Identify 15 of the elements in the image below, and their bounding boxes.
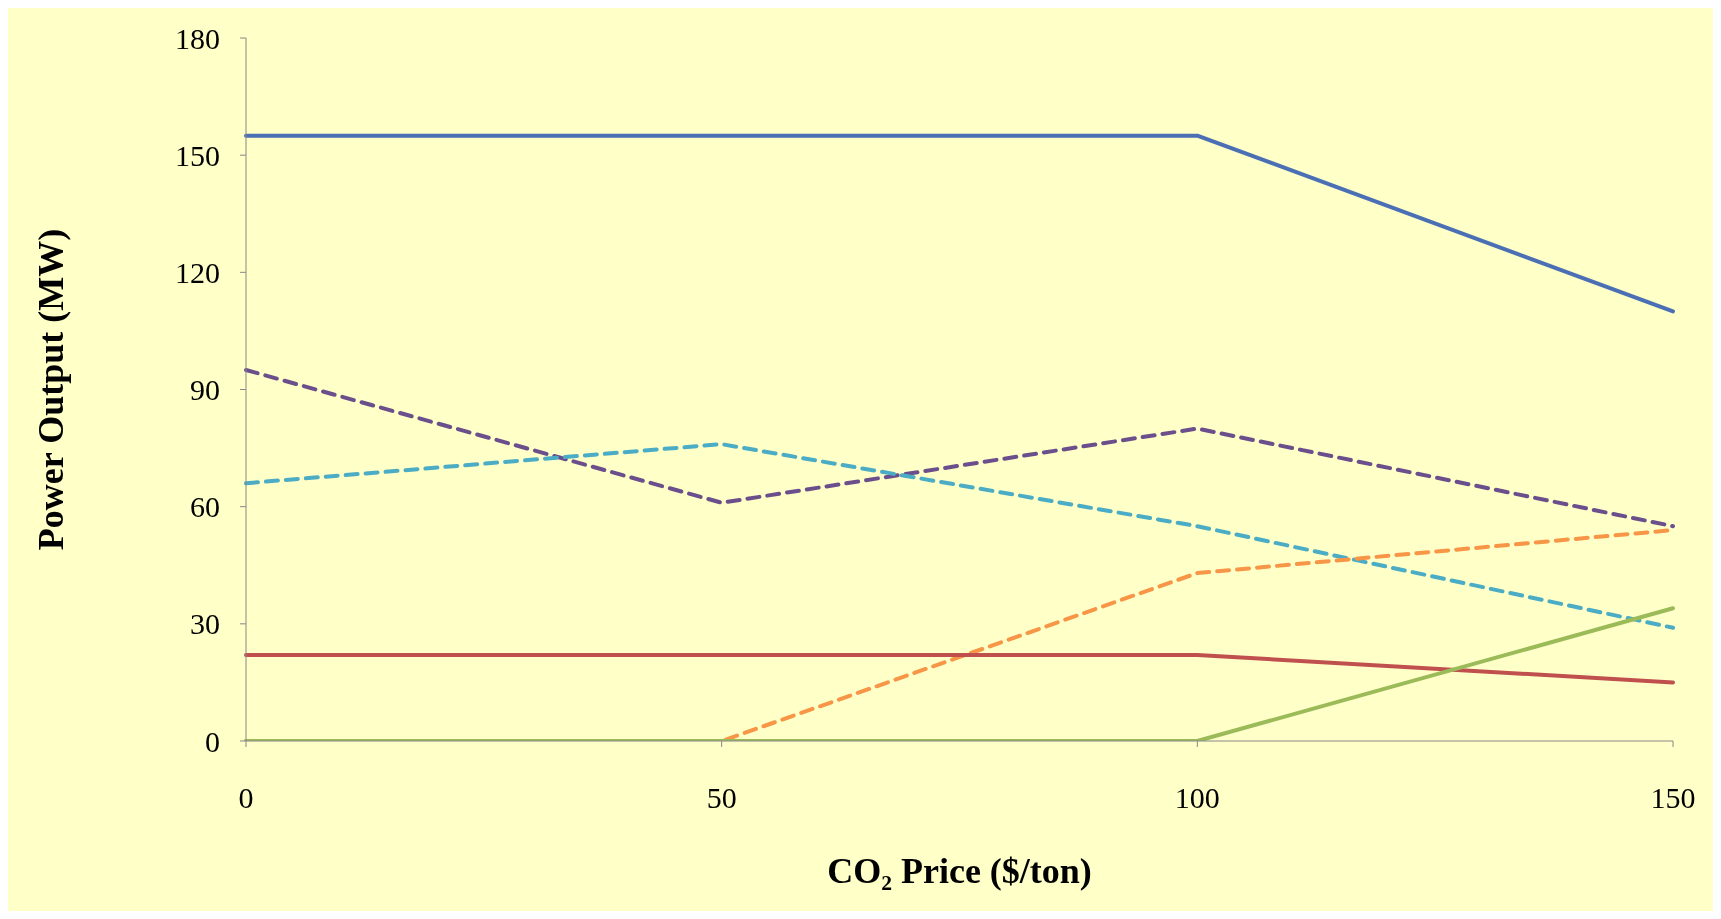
x-tick-label: 50 [706, 781, 737, 815]
line-series [244, 367, 1675, 529]
y-tick-label: 150 [175, 138, 220, 172]
y-axis-title: Power Output (MW) [31, 228, 71, 551]
x-tick-label: 0 [238, 781, 254, 815]
y-tick-label: 0 [205, 724, 220, 758]
x-axis-title: CO₂ Price ($/ton) [827, 851, 1092, 891]
y-tick-label: 120 [175, 255, 220, 289]
y-tick-label: 180 [175, 21, 220, 55]
y-tick-label: 90 [190, 373, 220, 407]
y-tick-label: 60 [190, 490, 220, 524]
line-series [244, 442, 1675, 630]
y-tick-label: 30 [190, 607, 220, 641]
x-tick-label: 150 [1650, 781, 1696, 815]
x-tick-label: 100 [1174, 781, 1220, 815]
